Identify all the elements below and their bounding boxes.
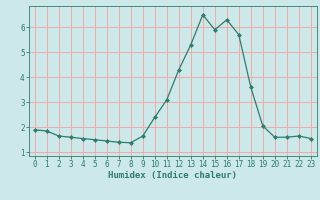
X-axis label: Humidex (Indice chaleur): Humidex (Indice chaleur) [108,171,237,180]
